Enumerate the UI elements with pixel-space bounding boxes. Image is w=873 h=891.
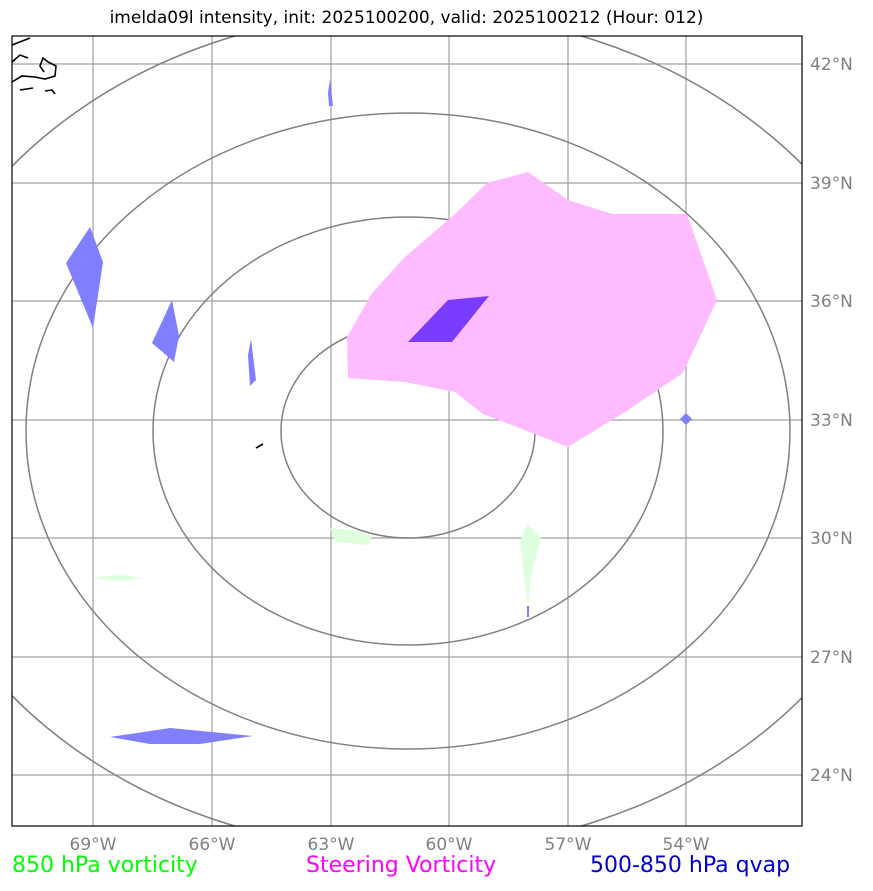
lon-label-60w: 60°W xyxy=(426,835,473,855)
vorticity-850-blob-2 xyxy=(90,575,143,581)
legend-qvap: 500-850 hPa qvap xyxy=(590,853,791,878)
qvap-blob-7 xyxy=(527,606,529,617)
qvap-blob-4 xyxy=(328,79,333,106)
vorticity-850-regions xyxy=(90,524,541,606)
ring-2 xyxy=(152,216,664,646)
lon-label-54w: 54°W xyxy=(663,835,710,855)
vorticity-850-blob-3 xyxy=(520,524,541,606)
lon-label-57w: 57°W xyxy=(545,835,592,855)
qvap-steering-overlap xyxy=(408,296,489,342)
map-layers xyxy=(12,36,802,826)
lat-label-36n: 36°N xyxy=(810,292,853,312)
lon-label-69w: 69°W xyxy=(70,835,117,855)
lat-label-24n: 24°N xyxy=(810,766,853,786)
qvap-blob-1 xyxy=(66,227,103,328)
legend-steering-vorticity: Steering Vorticity xyxy=(306,853,497,878)
lat-label-42n: 42°N xyxy=(810,55,853,75)
coastline xyxy=(12,37,264,449)
steering-vorticity-region xyxy=(347,172,717,447)
map-title: imelda09l intensity, init: 2025100200, v… xyxy=(109,8,704,28)
lat-label-30n: 30°N xyxy=(810,529,853,549)
qvap-blob-6 xyxy=(680,413,692,425)
vorticity-850-blob-1 xyxy=(330,528,372,545)
qvap-blob-2 xyxy=(152,300,179,362)
lat-label-27n: 27°N xyxy=(810,648,853,668)
qvap-blob-5 xyxy=(110,728,253,744)
map-frame xyxy=(11,35,803,827)
latitude-labels: 42°N 39°N 36°N 33°N 30°N 27°N 24°N xyxy=(810,55,853,786)
qvap-blob-3 xyxy=(248,339,256,386)
longitude-labels: 69°W 66°W 63°W 60°W 57°W 54°W xyxy=(70,835,710,855)
lat-label-33n: 33°N xyxy=(810,411,853,431)
lat-label-39n: 39°N xyxy=(810,174,853,194)
qvap-regions xyxy=(66,79,692,744)
ring-4 xyxy=(12,36,802,826)
coastline-northwest xyxy=(12,37,57,95)
bermuda-island xyxy=(255,443,264,449)
lon-label-66w: 66°W xyxy=(189,835,236,855)
legend-vorticity-850: 850 hPa vorticity xyxy=(12,853,198,878)
distance-rings xyxy=(12,36,802,826)
ring-3 xyxy=(25,112,791,750)
lon-label-63w: 63°W xyxy=(308,835,355,855)
